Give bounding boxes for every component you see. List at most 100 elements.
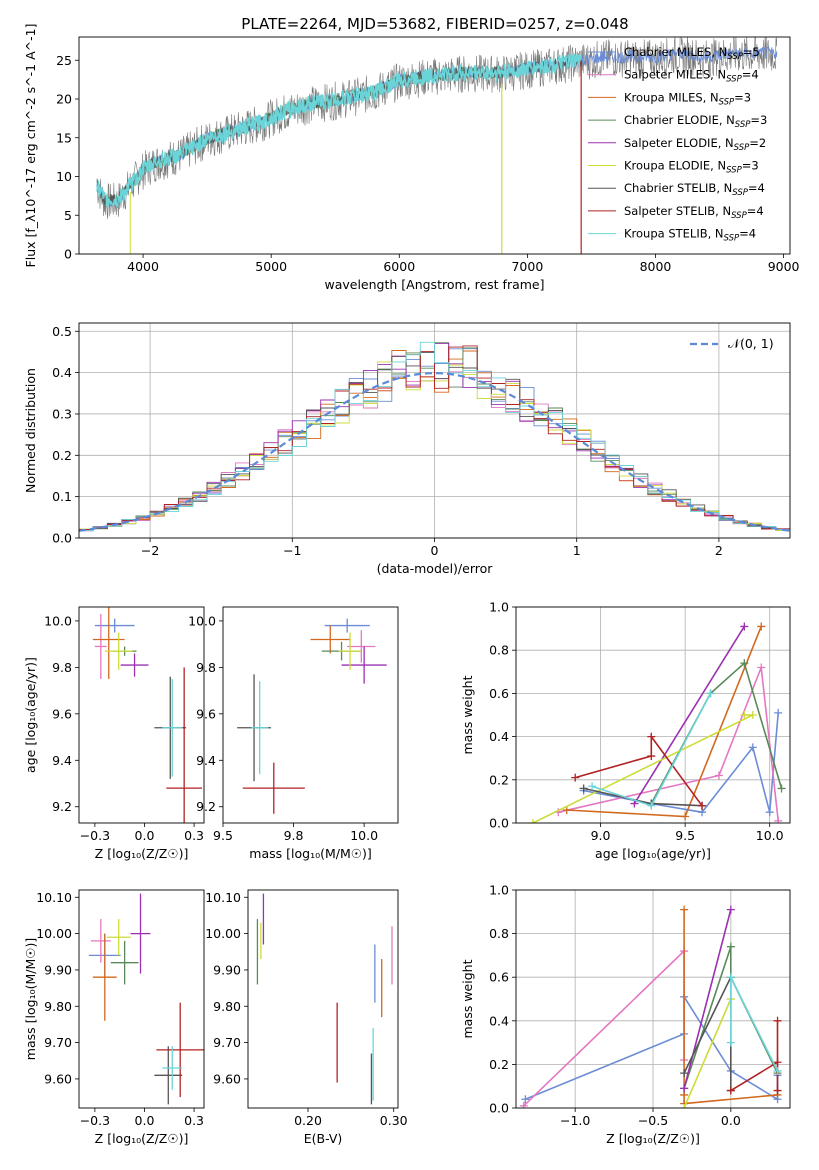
x-tick-label: 0.3 <box>184 828 204 843</box>
weight-marker <box>680 905 689 914</box>
y-tick-label: 0.6 <box>489 686 509 701</box>
x-axis-label: Z [log₁₀(Z/Z☉)] <box>95 846 189 861</box>
plot-area <box>256 893 393 1105</box>
y-tick-label: 0.2 <box>489 1057 509 1072</box>
x-tick-label: 10.0 <box>350 828 378 843</box>
weight-marker <box>773 1066 782 1075</box>
legend-entry: Kroupa MILES, NSSP=3 <box>624 90 751 107</box>
y-tick-label: 9.90 <box>213 962 241 977</box>
weight-marker <box>706 689 715 698</box>
weight-marker <box>748 711 757 719</box>
model-spectrum <box>96 55 582 206</box>
weight-line <box>633 625 745 805</box>
y-tick-label: 9.60 <box>213 1071 241 1086</box>
axes-frame <box>515 889 791 1109</box>
y-axis-label: age [log₁₀(age/yr)] <box>23 657 38 773</box>
weight-marker <box>698 801 707 810</box>
y-tick-label: 0.0 <box>52 531 72 546</box>
data-point <box>104 632 133 670</box>
x-axis-label: E(B-V) <box>304 1131 343 1146</box>
y-tick-label: 20 <box>56 92 72 107</box>
axes-frame <box>78 36 791 255</box>
weight-marker <box>562 806 571 815</box>
x-axis-label: age [log₁₀(age/yr)] <box>595 846 711 861</box>
x-tick-label: 0.0 <box>135 828 155 843</box>
y-tick-label: 0.4 <box>489 1013 509 1028</box>
weight-marker <box>521 1095 530 1104</box>
weight-line <box>730 1020 779 1092</box>
data-point <box>154 1046 183 1105</box>
weight-line <box>574 734 703 807</box>
data-point <box>90 919 111 963</box>
y-tick-label: 0.6 <box>489 970 509 985</box>
y-axis-label: mass [log₁₀(M/M☉)] <box>23 938 38 1060</box>
model-spectrum <box>96 52 582 209</box>
legend-entry: Chabrier STELIB, NSSP=4 <box>624 181 765 198</box>
y-tick-label: 9.80 <box>213 999 241 1014</box>
panel-8: −1.0 −0.5 0.0 0.0 0.2 0.4 0.6 0.8 1.0 Z [log₁₀(Z/… <box>460 883 791 1146</box>
plot-area <box>79 341 790 532</box>
y-tick-label: 9.6 <box>52 706 72 721</box>
x-axis-label: (data-model)/error <box>377 561 494 576</box>
y-axis-label: Flux [f_λ10^-17 erg cm^-2 s^-1 A^-1] <box>23 24 38 268</box>
y-tick-label: 0.4 <box>489 729 509 744</box>
weight-marker <box>647 801 656 810</box>
x-tick-label: −0.5 <box>638 1113 668 1128</box>
x-tick-label: 1 <box>573 543 581 558</box>
figure-title: PLATE=2264, MJD=53682, FIBERID=0257, z=0… <box>241 15 628 33</box>
y-tick-label: 9.6 <box>196 706 216 721</box>
panel-5: 9.0 9.5 10.0 0.0 0.2 0.4 0.6 0.8 1.0 age [log₁₀(a… <box>460 600 791 861</box>
weight-marker <box>579 784 588 793</box>
weight-marker <box>777 784 786 793</box>
y-tick-label: 10.00 <box>205 926 241 941</box>
y-tick-label: 9.4 <box>52 753 72 768</box>
weight-line <box>730 976 779 1072</box>
data-point <box>120 653 149 677</box>
plot-area <box>528 622 786 823</box>
axes-frame <box>78 322 791 539</box>
data-point <box>347 630 376 663</box>
x-tick-label: 7000 <box>511 259 543 274</box>
histogram-series <box>79 345 790 530</box>
y-tick-label: 9.80 <box>44 999 72 1014</box>
data-point <box>94 613 107 679</box>
weight-marker <box>680 1104 689 1108</box>
legend-entry: Kroupa STELIB, NSSP=4 <box>624 227 756 244</box>
weight-marker <box>647 752 656 761</box>
weight-marker <box>773 1016 782 1025</box>
legend-entry: Chabrier ELODIE, NSSP=3 <box>624 113 767 130</box>
weight-marker <box>773 1058 782 1067</box>
y-tick-label: 9.8 <box>52 660 72 675</box>
x-tick-label: −0.3 <box>80 828 110 843</box>
weight-line <box>523 949 685 1107</box>
y-tick-label: 10.0 <box>44 613 72 628</box>
model-spectrum <box>96 66 503 206</box>
data-point <box>338 632 362 670</box>
data-point <box>324 618 370 633</box>
y-tick-label: 9.60 <box>44 1071 72 1086</box>
weight-marker <box>519 1101 528 1108</box>
x-tick-label: −1 <box>283 543 301 558</box>
axes-frame <box>515 606 791 824</box>
y-tick-label: 0.2 <box>489 772 509 787</box>
y-tick-label: 0.3 <box>52 406 72 421</box>
x-tick-label: 9000 <box>768 259 800 274</box>
legend-entry: Kroupa ELODIE, NSSP=3 <box>624 159 759 176</box>
y-tick-label: 1.0 <box>489 883 509 898</box>
panel-7: 0.20 0.30 9.60 9.70 9.80 9.90 10.00 10.10 E(B-V) <box>205 889 408 1146</box>
y-tick-label: 9.2 <box>196 799 216 814</box>
x-tick-label: 0.30 <box>380 1113 408 1128</box>
axes-frame <box>78 606 205 824</box>
data-point <box>92 933 117 1021</box>
y-tick-label: 0.4 <box>52 365 72 380</box>
x-tick-label: 0 <box>431 543 439 558</box>
weight-line <box>532 714 754 823</box>
y-axis-label: mass weight <box>460 675 475 754</box>
axes-frame <box>78 889 205 1109</box>
weight-marker <box>571 773 580 782</box>
y-tick-label: 10.10 <box>205 890 241 905</box>
data-point <box>251 681 269 775</box>
x-axis-label: Z [log₁₀(Z/Z☉)] <box>95 1131 189 1146</box>
data-point <box>310 625 351 654</box>
